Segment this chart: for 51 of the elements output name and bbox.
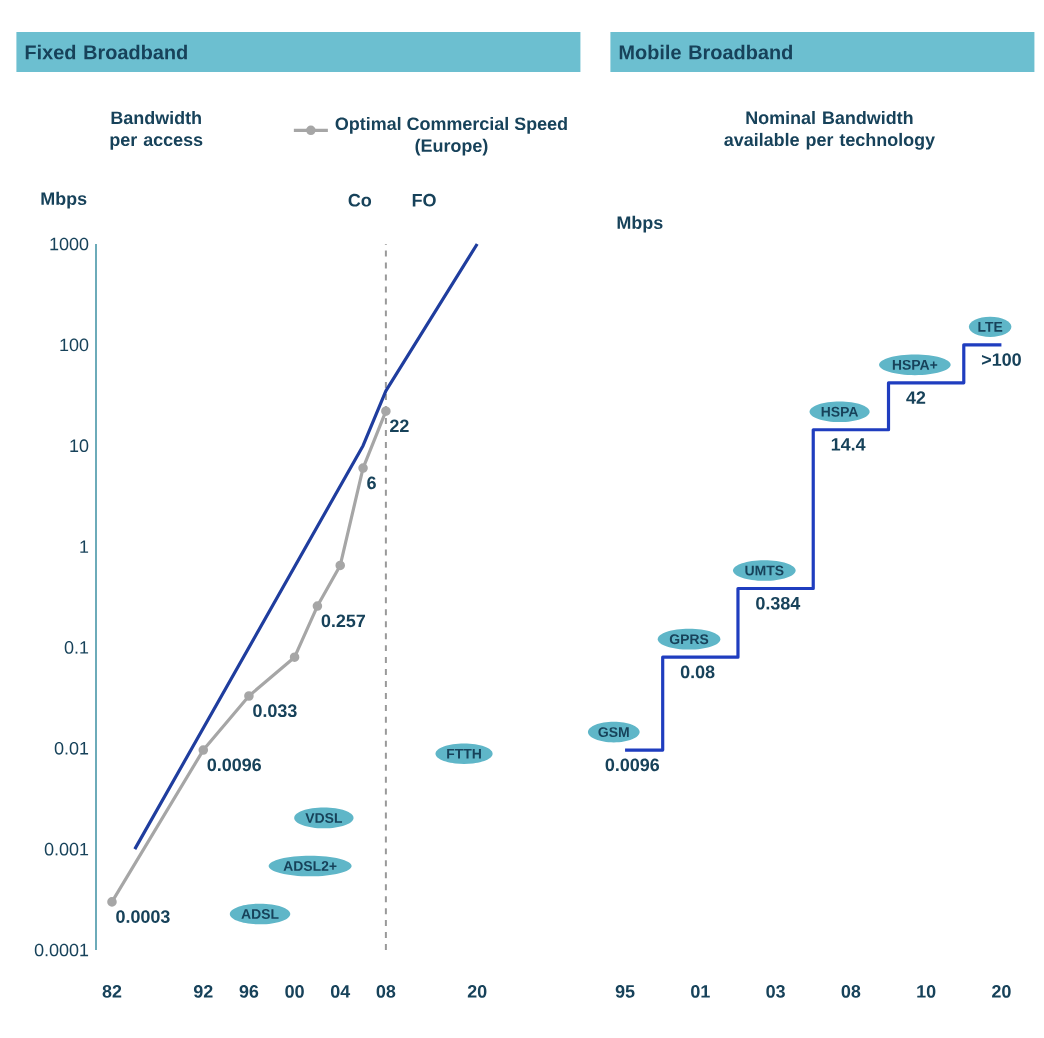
- point: [289, 652, 300, 662]
- x-tick-label: 96: [239, 985, 259, 998]
- chart-subtitle: Bandwidth per access: [110, 111, 203, 150]
- chart-title: Fixed Broadband: [25, 44, 187, 60]
- x-tick-label: 20: [467, 985, 487, 998]
- data-label: 42: [906, 391, 926, 404]
- x-tick-label: 08: [376, 985, 396, 998]
- y-tick-label: 0.001: [44, 842, 89, 856]
- data-label: 14.4: [831, 438, 866, 451]
- data-label: 22: [390, 419, 409, 433]
- data-label: 0.0096: [207, 758, 261, 772]
- legend-label: Optimal Commercial Speed (Europe): [335, 116, 567, 156]
- y-tick-label: 1000: [50, 237, 89, 251]
- data-label: 0.08: [680, 665, 715, 679]
- x-tick-label: 92: [193, 985, 213, 998]
- point: [244, 691, 254, 701]
- data-label: 6: [367, 476, 376, 490]
- data-label: >100: [981, 353, 1021, 366]
- x-tick-label: 95: [615, 985, 635, 998]
- point: [107, 897, 117, 907]
- point: [358, 463, 368, 473]
- x-tick-label: 00: [285, 985, 304, 998]
- text: FO: [412, 193, 436, 207]
- x-tick-label: 01: [691, 985, 710, 998]
- x-tick-label: 82: [102, 985, 122, 998]
- data-label: 0.384: [756, 596, 801, 610]
- x-tick-label: 04: [330, 985, 351, 998]
- y-axis-title: Mbps: [617, 215, 663, 233]
- y-tick-label: 0.0001: [34, 943, 89, 957]
- chart-title: Mobile Broadband: [619, 44, 793, 60]
- data-label: 0.033: [253, 704, 297, 718]
- point: [312, 601, 323, 611]
- data-label: 0.0096: [605, 758, 660, 772]
- line-series: [133, 242, 479, 851]
- y-tick-label: 100: [60, 338, 89, 352]
- x-tick-label: 08: [841, 985, 861, 998]
- y-tick-label: 0.01: [54, 741, 89, 755]
- y-tick-label: 0.1: [64, 641, 89, 654]
- point: [335, 560, 346, 571]
- point: [381, 406, 391, 416]
- point: [198, 745, 209, 755]
- y-axis-title: Mbps: [41, 191, 87, 209]
- data-label: 0.0003: [116, 910, 170, 923]
- y-tick-label: 10: [70, 439, 89, 453]
- chart-subtitle: Nominal Bandwidth available per technology: [724, 110, 935, 150]
- text: Co: [348, 193, 372, 207]
- x-tick-label: 20: [992, 985, 1011, 998]
- x-tick-label: 03: [766, 985, 785, 998]
- y-tick-label: 1: [80, 540, 89, 553]
- data-label: 0.257: [321, 614, 366, 628]
- x-tick-label: 10: [917, 985, 936, 998]
